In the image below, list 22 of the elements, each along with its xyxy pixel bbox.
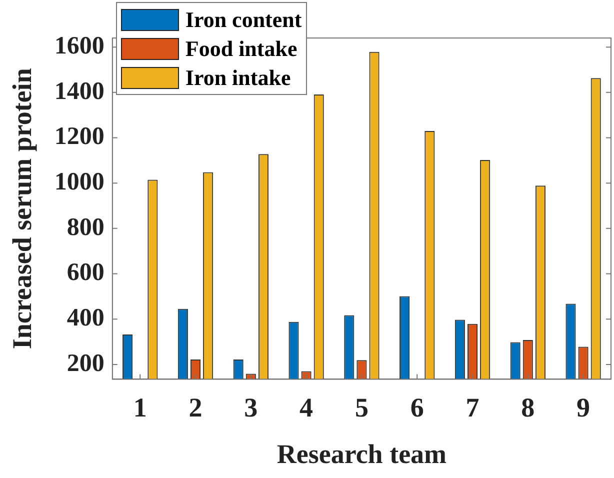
y-tick-label: 800: [66, 214, 104, 241]
x-tick-label: 2: [188, 392, 202, 422]
x-tick-label: 6: [410, 392, 424, 422]
y-tick-label: 600: [66, 259, 104, 286]
x-tick-label: 9: [576, 392, 590, 422]
x-tick-label: 8: [521, 392, 535, 422]
legend-label: Iron content: [185, 6, 302, 34]
y-tick-label: 1400: [54, 78, 104, 105]
legend-label: Iron intake: [185, 64, 291, 92]
y-axis-title: Increased serum protein: [7, 68, 38, 350]
y-tick-label: 1600: [54, 32, 104, 60]
legend-label: Food intake: [185, 35, 298, 63]
y-tick-label: 1000: [54, 168, 104, 196]
y-tick-label: 200: [66, 350, 104, 377]
x-tick-label: 4: [300, 392, 314, 422]
x-axis-title: Research team: [276, 438, 448, 469]
x-tick-label: 7: [466, 392, 480, 422]
y-tick-label: 1200: [54, 123, 104, 150]
x-tick-label: 1: [133, 392, 147, 422]
y-tick-label: 400: [66, 304, 104, 332]
x-tick-label: 3: [244, 392, 258, 422]
x-tick-label: 5: [354, 392, 368, 422]
